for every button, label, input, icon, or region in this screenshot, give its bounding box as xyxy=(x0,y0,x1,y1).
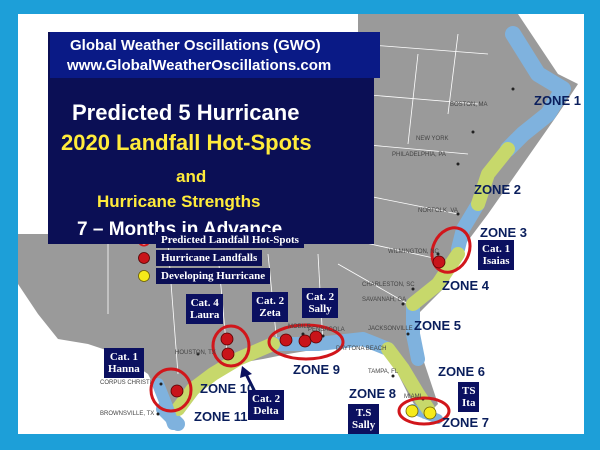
city-label: NORFOLK, VA xyxy=(418,208,458,214)
hotspot-rings xyxy=(149,226,472,426)
zone-label-2: ZONE 2 xyxy=(474,182,521,197)
label-ts-sally-name: Sally xyxy=(352,419,376,431)
zone-label-5: ZONE 5 xyxy=(414,318,461,333)
label-laura: Cat. 4 Laura xyxy=(186,294,224,324)
landfall-dot-zeta-2 xyxy=(298,334,312,348)
label-isaias-category: Cat. 1 xyxy=(482,243,511,255)
landfall-dot-hanna xyxy=(170,384,184,398)
city-label: WILMINGTON, NC xyxy=(388,249,439,255)
zone-label-9: ZONE 9 xyxy=(293,362,340,377)
label-hanna-name: Hanna xyxy=(108,363,140,375)
city-label: JACKSONVILLE xyxy=(368,326,413,332)
label-sally: Cat. 2 Sally xyxy=(302,288,339,318)
title-line-2: 2020 Landfall Hot-Spots xyxy=(61,130,312,155)
label-hanna-category: Cat. 1 xyxy=(109,351,138,363)
developing-dot-ts-sally xyxy=(405,404,419,418)
city-label: PENSACOLA xyxy=(308,327,345,333)
city-label: MOBILE xyxy=(288,324,311,330)
zone-label-3: ZONE 3 xyxy=(480,225,527,240)
label-zeta: Cat. 2 Zeta xyxy=(252,292,289,322)
zone-label-7: ZONE 7 xyxy=(442,415,489,430)
label-laura-name: Laura xyxy=(190,309,220,321)
label-ts-ita-name: Ita xyxy=(462,397,476,409)
legend-landfall-icon xyxy=(138,252,150,264)
label-hanna: Cat. 1 Hanna xyxy=(104,348,144,378)
hotspot-ring-hanna xyxy=(149,367,193,413)
city-label: BOSTON, MA xyxy=(450,102,488,108)
label-zeta-name: Zeta xyxy=(259,307,281,319)
hotspot-ring-ts xyxy=(397,396,451,426)
header-panel xyxy=(50,32,380,78)
label-isaias: Cat. 1 Isaias xyxy=(478,240,515,270)
landfall-dot-isaias xyxy=(432,255,446,269)
hotspot-ring-laura xyxy=(211,324,251,368)
label-ts-ita-category: TS xyxy=(462,385,476,397)
green-zones xyxy=(171,142,515,416)
org-name: Global Weather Oscillations (GWO) xyxy=(70,37,321,54)
hotspot-ring-isaias xyxy=(430,226,472,274)
us-east-map xyxy=(18,14,578,431)
zone-label-8: ZONE 8 xyxy=(349,386,396,401)
label-sally-category: Cat. 2 xyxy=(306,291,335,303)
land-mass xyxy=(18,14,578,419)
label-ts-ita: TS Ita xyxy=(458,382,480,412)
city-label: CHARLESTON, SC xyxy=(362,282,415,288)
label-delta-category: Cat. 2 xyxy=(252,393,281,405)
landfall-dot-sally xyxy=(309,330,323,344)
legend-landfalls: Hurricane Landfalls xyxy=(156,250,263,266)
city-label: SAVANNAH, GA xyxy=(362,297,407,303)
zone-label-4: ZONE 4 xyxy=(442,278,489,293)
title-line-4: Hurricane Strengths xyxy=(97,192,261,211)
hotspot-ring-zeta-sally xyxy=(267,323,345,361)
developing-dot-ts-ita xyxy=(423,406,437,420)
zone11-band xyxy=(152,378,179,430)
landfall-dots xyxy=(170,255,446,398)
city-label: MIAMI xyxy=(404,394,422,400)
label-delta-name: Delta xyxy=(253,405,279,417)
label-laura-category: Cat. 4 xyxy=(190,297,219,309)
legend-developing-icon xyxy=(138,270,150,282)
title-line-1: Predicted 5 Hurricane xyxy=(72,100,300,125)
city-label: CORPUS CHRISTI xyxy=(100,380,152,386)
title-line-3: and xyxy=(176,167,207,186)
developing-dots xyxy=(405,404,437,420)
zone-label-6: ZONE 6 xyxy=(438,364,485,379)
label-isaias-name: Isaias xyxy=(482,255,510,267)
city-label: PHILADELPHIA, PA xyxy=(392,152,446,158)
label-sally-name: Sally xyxy=(308,303,332,315)
label-zeta-category: Cat. 2 xyxy=(256,295,285,307)
label-ts-sally: T.S Sally xyxy=(348,404,380,434)
city-label: BROWNSVILLE, TX xyxy=(100,411,155,417)
legend-predicted: Predicted Landfall Hot-Spots xyxy=(156,232,304,248)
org-url: www.GlobalWeatherOscillations.com xyxy=(67,57,332,74)
label-ts-sally-category: T.S xyxy=(355,407,372,419)
city-label: DAYTONA BEACH xyxy=(336,346,387,352)
city-label: NEW YORK xyxy=(416,136,449,142)
zone-label-11: ZONE 11 xyxy=(194,409,248,424)
zone-label-10: ZONE 10 xyxy=(200,381,255,396)
landfall-dot-laura-1 xyxy=(220,332,234,346)
zone-label-1: ZONE 1 xyxy=(534,93,581,108)
label-delta: Cat. 2 Delta xyxy=(248,390,285,420)
city-dots xyxy=(156,87,515,416)
city-label: HOUSTON, TX xyxy=(175,350,216,356)
landfall-dot-zeta-1 xyxy=(279,333,293,347)
legend-developing: Developing Hurricane xyxy=(156,268,271,284)
city-label: TAMPA, FL xyxy=(368,369,399,375)
map-panel: BOSTON, MA NEW YORK PHILADELPHIA, PA NOR… xyxy=(18,14,584,434)
landfall-dot-laura-2 xyxy=(221,347,235,361)
